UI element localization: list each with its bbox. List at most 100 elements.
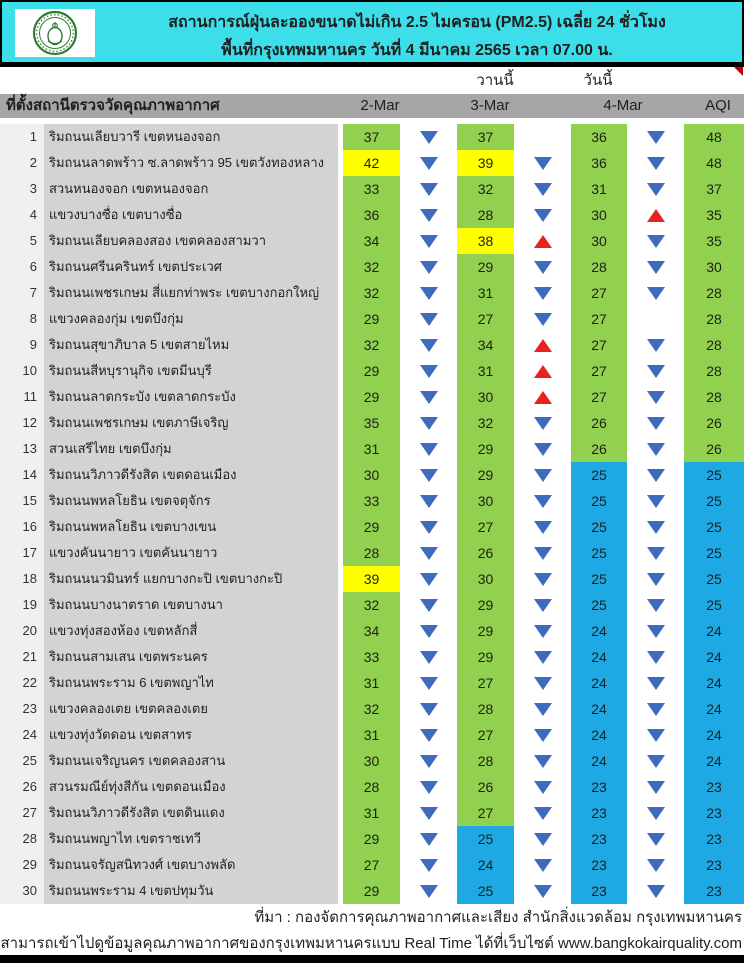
- aqi-value: 26: [684, 436, 744, 462]
- trend-cell: [514, 202, 571, 228]
- trend-down-icon: [533, 208, 552, 222]
- row-number: 7: [0, 280, 44, 306]
- trend-down-icon: [533, 598, 552, 612]
- pm25-value: 29: [343, 826, 400, 852]
- aqi-value: 28: [684, 358, 744, 384]
- table-row: 6 ริมถนนศรีนครินทร์ เขตประเวศ 32 29 28 30: [0, 254, 744, 280]
- trend-cell: [627, 358, 684, 384]
- trend-down-icon: [419, 338, 438, 352]
- grid-gap: [338, 176, 343, 202]
- label-yesterday: วานนี้: [476, 72, 514, 89]
- bma-seal-icon: [32, 10, 78, 56]
- row-number: 2: [0, 150, 44, 176]
- aqi-value: 24: [684, 722, 744, 748]
- pm25-value: 29: [343, 514, 400, 540]
- row-number: 4: [0, 202, 44, 228]
- row-number: 23: [0, 696, 44, 722]
- table-row: 21 ริมถนนสามเสน เขตพระนคร 33 29 24 24: [0, 644, 744, 670]
- pm25-value: 33: [343, 488, 400, 514]
- trend-down-icon: [533, 546, 552, 560]
- trend-down-icon: [646, 260, 665, 274]
- grid-gap: [338, 514, 343, 540]
- aqi-value: 24: [684, 644, 744, 670]
- trend-cell: [514, 800, 571, 826]
- table-row: 3 สวนหนองจอก เขตหนองจอก 33 32 31 37: [0, 176, 744, 202]
- trend-cell: [400, 410, 457, 436]
- pm25-value: 29: [457, 592, 514, 618]
- trend-down-icon: [419, 702, 438, 716]
- pm25-value: 23: [571, 878, 627, 904]
- trend-down-icon: [646, 572, 665, 586]
- aqi-value: 26: [684, 410, 744, 436]
- pm25-value: 24: [571, 722, 627, 748]
- trend-down-icon: [419, 260, 438, 274]
- station-name: แขวงคันนายาว เขตคันนายาว: [44, 540, 338, 566]
- station-name: ริมถนนสีหบุรานุกิจ เขตมีนบุรี: [44, 358, 338, 384]
- trend-cell: [627, 774, 684, 800]
- station-name: ริมถนนจรัญสนิทวงศ์ เขตบางพลัด: [44, 852, 338, 878]
- row-number: 17: [0, 540, 44, 566]
- trend-down-icon: [533, 260, 552, 274]
- station-name: แขวงทุ่งสองห้อง เขตหลักสี่: [44, 618, 338, 644]
- header-banner: สถานการณ์ฝุ่นละอองขนาดไม่เกิน 2.5 ไมครอน…: [0, 0, 744, 62]
- trend-cell: [627, 176, 684, 202]
- grid-gap: [338, 592, 343, 618]
- trend-cell: [400, 748, 457, 774]
- trend-cell: [400, 722, 457, 748]
- pm25-value: 30: [457, 566, 514, 592]
- trend-cell: [400, 644, 457, 670]
- grid-gap: [338, 332, 343, 358]
- station-name: ริมถนนวิภาวดีรังสิต เขตดินแดง: [44, 800, 338, 826]
- trend-down-icon: [419, 390, 438, 404]
- table-body: 1 ริมถนนเลียบวารี เขตหนองจอก 37 37 36 48 2 ริมถ…: [0, 124, 744, 904]
- trend-cell: [514, 306, 571, 332]
- trend-down-icon: [646, 234, 665, 248]
- aqi-value: 23: [684, 800, 744, 826]
- trend-cell: [627, 410, 684, 436]
- grid-gap: [338, 878, 343, 904]
- column-date-3mar: 3-Mar: [470, 97, 510, 114]
- pm25-value: 29: [343, 306, 400, 332]
- row-number: 21: [0, 644, 44, 670]
- trend-down-icon: [646, 806, 665, 820]
- trend-down-icon: [646, 650, 665, 664]
- trend-cell: [627, 384, 684, 410]
- row-number: 15: [0, 488, 44, 514]
- trend-cell: [627, 826, 684, 852]
- pm25-value: 29: [457, 462, 514, 488]
- pm25-value: 31: [343, 670, 400, 696]
- pm25-value: 27: [457, 722, 514, 748]
- trend-down-icon: [419, 442, 438, 456]
- trend-cell: [400, 280, 457, 306]
- trend-cell: [514, 514, 571, 540]
- aqi-value: 23: [684, 878, 744, 904]
- grid-gap: [338, 826, 343, 852]
- trend-up-icon: [533, 234, 552, 248]
- table-row: 29 ริมถนนจรัญสนิทวงศ์ เขตบางพลัด 27 24 23 23: [0, 852, 744, 878]
- trend-cell: [627, 618, 684, 644]
- pm25-value: 28: [457, 696, 514, 722]
- pm25-value: 25: [571, 540, 627, 566]
- trend-down-icon: [419, 520, 438, 534]
- trend-down-icon: [419, 130, 438, 144]
- table-row: 12 ริมถนนเพชรเกษม เขตภาษีเจริญ 35 32 26 26: [0, 410, 744, 436]
- row-number: 20: [0, 618, 44, 644]
- pm25-value: 30: [571, 202, 627, 228]
- row-number: 25: [0, 748, 44, 774]
- table-row: 15 ริมถนนพหลโยธิน เขตจตุจักร 33 30 25 25: [0, 488, 744, 514]
- pm25-value: 29: [457, 436, 514, 462]
- row-number: 6: [0, 254, 44, 280]
- table-row: 27 ริมถนนวิภาวดีรังสิต เขตดินแดง 31 27 23 23: [0, 800, 744, 826]
- trend-cell: [627, 514, 684, 540]
- grid-gap: [338, 436, 343, 462]
- trend-down-icon: [646, 702, 665, 716]
- trend-cell: [400, 176, 457, 202]
- grid-gap: [338, 540, 343, 566]
- trend-down-icon: [533, 442, 552, 456]
- trend-cell: [400, 878, 457, 904]
- table-row: 22 ริมถนนพระราม 6 เขตพญาไท 31 27 24 24: [0, 670, 744, 696]
- trend-cell: [627, 878, 684, 904]
- trend-down-icon: [419, 156, 438, 170]
- trend-cell: [627, 800, 684, 826]
- aqi-value: 35: [684, 202, 744, 228]
